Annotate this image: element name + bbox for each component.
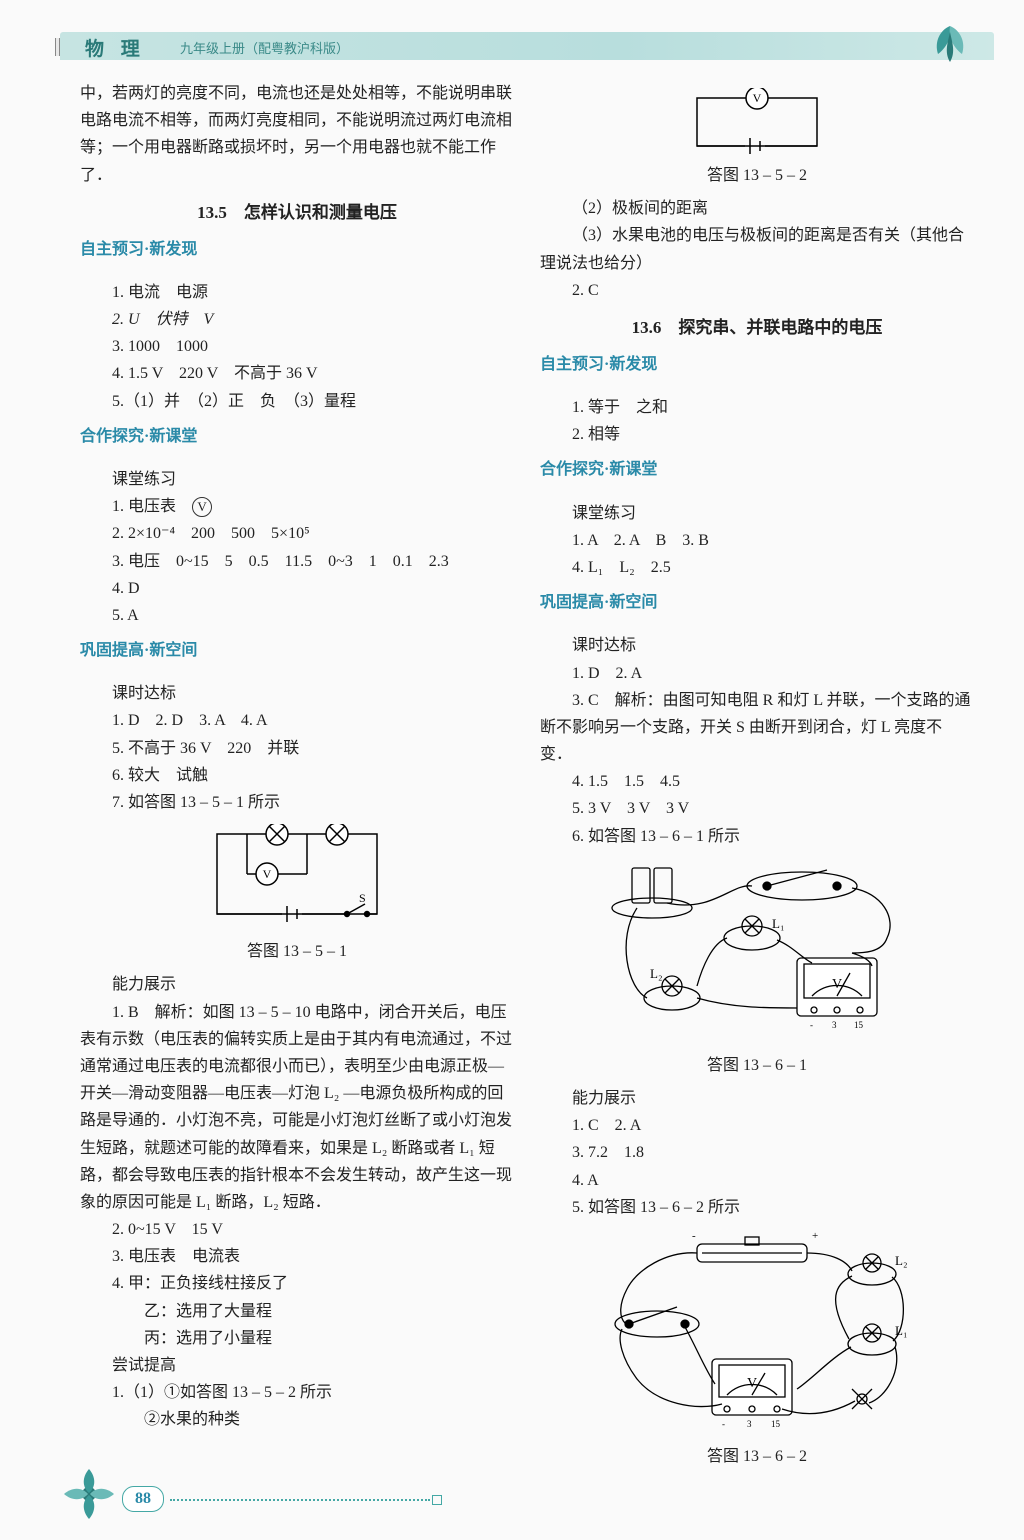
list-item: 1. C 2. A bbox=[540, 1112, 974, 1139]
svg-text:L₂: L₂ bbox=[895, 1253, 907, 1268]
list-item: 1. 等于 之和 bbox=[540, 394, 974, 421]
list-item: 6. 如答图 13 – 6 – 1 所示 bbox=[540, 823, 974, 850]
list-item: 2. U 伏特 V bbox=[80, 306, 514, 333]
subhead-coop: 合作探究·新课堂 bbox=[80, 423, 514, 450]
subhead-coop2: 合作探究·新课堂 bbox=[540, 456, 974, 483]
list-item: 5. 3 V 3 V 3 V bbox=[540, 795, 974, 822]
subhead-prep2: 自主预习·新发现 bbox=[540, 351, 974, 378]
svg-text:-: - bbox=[692, 1230, 696, 1242]
list-item: 1. A 2. A B 3. B bbox=[540, 527, 974, 554]
list-item: 5. 不高于 36 V 220 并联 bbox=[80, 735, 514, 762]
page-number: 88 bbox=[122, 1486, 164, 1512]
section-title-13-6: 13.6 探究串、并联电路中的电压 bbox=[540, 314, 974, 343]
list-item: 1. 电流 电源 bbox=[80, 279, 514, 306]
list-item: （2）极板间的距离 bbox=[540, 195, 974, 222]
explain-para: 3. C 解析：由图可知电阻 R 和灯 L 并联，一个支路的通断不影响另一个支路… bbox=[540, 687, 974, 769]
list-item: ②水果的种类 bbox=[80, 1406, 514, 1433]
list-item: 4. A bbox=[540, 1167, 974, 1194]
list-item: 4. 1.5 V 220 V 不高于 36 V bbox=[80, 360, 514, 387]
section-title-13-5: 13.5 怎样认识和测量电压 bbox=[80, 199, 514, 228]
list-item: 2. 0~15 V 15 V bbox=[80, 1216, 514, 1243]
svg-text:L₁: L₁ bbox=[772, 916, 784, 931]
subhead-consol: 巩固提高·新空间 bbox=[80, 637, 514, 664]
header-subtitle: 九年级上册（配粤教沪科版） bbox=[180, 38, 349, 60]
list-item: （3）水果电池的电压与极板间的距离是否有关（其他合理说法也给分） bbox=[540, 222, 974, 276]
figure-13-5-1: L₂ L₁ V S bbox=[187, 824, 407, 934]
svg-text:15: 15 bbox=[771, 1419, 781, 1429]
list-item: 1.（1）①如答图 13 – 5 – 2 所示 bbox=[80, 1379, 514, 1406]
sub-label: 能力展示 bbox=[80, 971, 514, 998]
list-item: 1. 电压表 V bbox=[80, 493, 514, 520]
list-item: 2. C bbox=[540, 277, 974, 304]
list-item: 2. 相等 bbox=[540, 421, 974, 448]
leaf-icon bbox=[926, 24, 974, 64]
header-title: 物 理 bbox=[85, 34, 146, 66]
figure-13-6-1: L₁ L₂ V - 3 15 bbox=[602, 858, 912, 1048]
content-area: 中，若两灯的亮度不同，电流也还是处处相等，不能说明串联电路电流不相等，而两灯亮度… bbox=[80, 80, 974, 1476]
figure-caption: 答图 13 – 5 – 1 bbox=[80, 938, 514, 965]
figure-caption: 答图 13 – 6 – 2 bbox=[540, 1443, 974, 1470]
item-text: 1. 电压表 bbox=[112, 498, 192, 515]
svg-text:+: + bbox=[812, 1230, 818, 1242]
subhead-consol2: 巩固提高·新空间 bbox=[540, 589, 974, 616]
subhead-prep: 自主预习·新发现 bbox=[80, 236, 514, 263]
sub-label: 课堂练习 bbox=[80, 466, 514, 493]
svg-text:V: V bbox=[747, 1376, 757, 1391]
intro-para: 中，若两灯的亮度不同，电流也还是处处相等，不能说明串联电路电流不相等，而两灯亮度… bbox=[80, 80, 514, 189]
list-item: 3. 电压 0~15 5 0.5 11.5 0~3 1 0.1 2.3 bbox=[80, 548, 514, 575]
svg-text:V: V bbox=[263, 867, 272, 881]
sub-label: 课时达标 bbox=[80, 680, 514, 707]
explain-para: 1. B 解析：如图 13 – 5 – 10 电路中，闭合开关后，电压表有示数（… bbox=[80, 999, 514, 1217]
list-item: 4. L₁ L₂ 2.5 bbox=[540, 554, 974, 581]
left-column: 中，若两灯的亮度不同，电流也还是处处相等，不能说明串联电路电流不相等，而两灯亮度… bbox=[80, 80, 514, 1476]
list-item: 乙：选用了大量程 bbox=[80, 1298, 514, 1325]
sub-label: 能力展示 bbox=[540, 1085, 974, 1112]
svg-text:3: 3 bbox=[747, 1419, 752, 1429]
footer-dotline bbox=[170, 1499, 430, 1501]
flower-icon bbox=[60, 1465, 118, 1523]
svg-text:L₂: L₂ bbox=[650, 966, 662, 981]
svg-text:V: V bbox=[753, 91, 762, 105]
list-item: 3. 7.2 1.8 bbox=[540, 1139, 974, 1166]
list-item: 4. 甲：正负接线柱接反了 bbox=[80, 1270, 514, 1297]
page-footer: 88 bbox=[60, 1478, 974, 1518]
list-item: 4. D bbox=[80, 575, 514, 602]
sub-label: 课时达标 bbox=[540, 632, 974, 659]
page-header-bar: 物 理 九年级上册（配粤教沪科版） bbox=[60, 32, 994, 60]
svg-text:V: V bbox=[832, 977, 842, 992]
svg-text:-: - bbox=[722, 1419, 725, 1429]
list-item: 3. 1000 1000 bbox=[80, 333, 514, 360]
sub-label: 课堂练习 bbox=[540, 500, 974, 527]
list-item: 1. D 2. D 3. A 4. A bbox=[80, 707, 514, 734]
svg-text:S: S bbox=[359, 891, 366, 905]
list-item: 4. 1.5 1.5 4.5 bbox=[540, 768, 974, 795]
sub-label: 尝试提高 bbox=[80, 1352, 514, 1379]
list-item: 5. A bbox=[80, 602, 514, 629]
list-item: 5. 如答图 13 – 6 – 2 所示 bbox=[540, 1194, 974, 1221]
figure-13-5-2: V bbox=[682, 88, 832, 158]
list-item: 3. 电压表 电流表 bbox=[80, 1243, 514, 1270]
svg-text:-: - bbox=[810, 1020, 813, 1030]
figure-13-6-2: - + L₂ L₁ V - bbox=[597, 1229, 917, 1439]
footer-endmark bbox=[432, 1495, 442, 1505]
list-item: 1. D 2. A bbox=[540, 660, 974, 687]
svg-text:15: 15 bbox=[854, 1020, 864, 1030]
right-column: V 答图 13 – 5 – 2 （2）极板间的距离 （3）水果电池的电压与极板间… bbox=[540, 80, 974, 1476]
list-item: 2. 2×10⁻⁴ 200 500 5×10⁵ bbox=[80, 520, 514, 547]
figure-caption: 答图 13 – 5 – 2 bbox=[540, 162, 974, 189]
list-item: 6. 较大 试触 bbox=[80, 762, 514, 789]
list-item: 5.（1）并 （2）正 负 （3）量程 bbox=[80, 388, 514, 415]
circled-V-icon: V bbox=[192, 497, 212, 517]
list-item: 7. 如答图 13 – 5 – 1 所示 bbox=[80, 789, 514, 816]
svg-text:3: 3 bbox=[832, 1020, 837, 1030]
figure-caption: 答图 13 – 6 – 1 bbox=[540, 1052, 974, 1079]
list-item: 丙：选用了小量程 bbox=[80, 1325, 514, 1352]
